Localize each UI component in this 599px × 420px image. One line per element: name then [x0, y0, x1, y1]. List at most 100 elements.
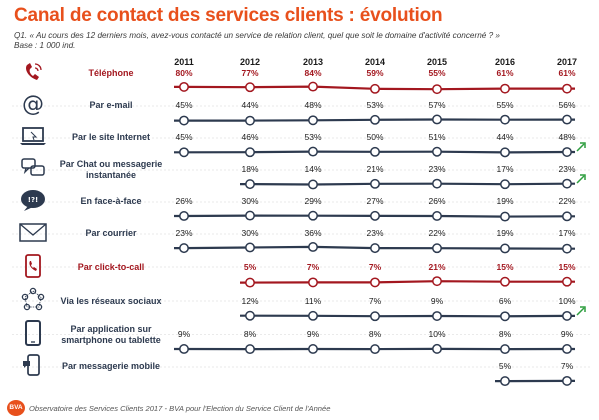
- svg-text:!?!: !?!: [28, 196, 38, 204]
- data-point: [179, 115, 189, 126]
- data-label: 6%: [499, 296, 512, 306]
- data-point: [562, 310, 572, 321]
- data-label: 9%: [307, 329, 320, 339]
- chat-bubbles-icon: [21, 158, 45, 176]
- data-point: [500, 243, 510, 254]
- data-label: 23%: [428, 164, 445, 174]
- laptop-icon: [20, 127, 46, 145]
- data-label: 53%: [366, 100, 383, 110]
- data-point: [179, 147, 189, 158]
- series-line: [240, 182, 575, 186]
- data-point: [500, 276, 510, 287]
- year-label: 2015: [427, 57, 447, 67]
- data-label: 7%: [369, 296, 382, 306]
- series-speech-bubble: !?! En face-à-face 26% 30% 29% 27% 26% 19% 22%: [21, 190, 576, 222]
- data-point: [308, 277, 318, 288]
- data-point: [370, 344, 380, 355]
- data-point: [179, 211, 189, 221]
- series-label: Par Chat ou messagerie instantanée: [60, 159, 163, 180]
- data-label: 53%: [304, 132, 321, 142]
- evolution-chart: 2011 2012 2013 2014 2015 2016 2017 Téléphone 80%…: [12, 57, 590, 387]
- data-label: 19%: [496, 196, 513, 206]
- series-at-sign: @ Par e-mail 45% 44% 48% 53% 57% 55% 56%: [22, 92, 576, 126]
- data-label: 11%: [305, 296, 322, 306]
- data-label: 56%: [558, 100, 575, 110]
- data-label: 9%: [561, 329, 574, 339]
- smartphone-icon: [25, 320, 41, 346]
- data-point: [432, 276, 442, 287]
- data-label: 61%: [496, 68, 513, 78]
- data-point: [432, 84, 442, 95]
- data-label: 50%: [366, 132, 383, 142]
- data-point: [308, 81, 318, 92]
- click-to-call-icon: [25, 254, 41, 278]
- data-label: 44%: [496, 132, 513, 142]
- series-label: Via les réseaux sociaux: [61, 296, 162, 306]
- survey-question: Q1. « Au cours des 12 derniers mois, ave…: [14, 31, 500, 40]
- data-label: 17%: [496, 164, 513, 174]
- data-label: 15%: [558, 262, 575, 272]
- trend-up-arrow-icon: [576, 174, 586, 184]
- envelope-icon: [19, 223, 47, 242]
- data-point: [562, 276, 572, 287]
- data-point: [432, 178, 442, 189]
- data-point: [308, 146, 318, 157]
- phone-icon: [26, 63, 42, 80]
- data-label: 17%: [558, 228, 575, 238]
- data-point: [370, 114, 380, 125]
- data-label: 46%: [241, 132, 258, 142]
- data-label: 51%: [428, 132, 445, 142]
- data-point: [562, 178, 572, 189]
- data-point: [370, 277, 380, 288]
- data-label: 8%: [499, 329, 512, 339]
- series-click-to-call: Par click-to-call 5% 7% 7% 21% 15% 15%: [25, 254, 576, 288]
- year-label: 2011: [174, 57, 194, 67]
- series-label: Par messagerie mobile: [62, 361, 160, 371]
- data-label: 15%: [496, 262, 513, 272]
- series-label: Par application sur smartphone ou tablett…: [61, 324, 161, 345]
- data-point: [370, 311, 380, 322]
- year-label: 2017: [557, 57, 577, 67]
- data-point: [245, 210, 255, 221]
- data-label: 26%: [175, 196, 192, 206]
- data-label: 10%: [428, 329, 445, 339]
- series-label: Par click-to-call: [78, 262, 145, 272]
- data-label: 23%: [558, 164, 575, 174]
- data-point: [308, 310, 318, 321]
- data-label: 5%: [244, 262, 257, 272]
- data-label: 8%: [369, 329, 382, 339]
- data-point: [432, 146, 442, 157]
- series-label: Par courrier: [85, 228, 137, 238]
- footer-source: Observatoire des Services Clients 2017 -…: [29, 404, 331, 413]
- data-label: 14%: [304, 164, 321, 174]
- data-label: 57%: [428, 100, 445, 110]
- data-point: [308, 210, 318, 221]
- year-label: 2013: [303, 57, 323, 67]
- data-point: [245, 115, 255, 126]
- data-label: 12%: [241, 296, 258, 306]
- data-point: [370, 83, 380, 94]
- data-point: [500, 344, 510, 355]
- year-label: 2014: [365, 57, 385, 67]
- mobile-message-icon: [23, 354, 40, 376]
- data-label: 45%: [175, 100, 192, 110]
- series-envelope: Par courrier 23% 30% 36% 23% 22% 19% 17%: [19, 223, 576, 254]
- svg-text:@: @: [22, 92, 44, 117]
- data-label: 26%: [428, 196, 445, 206]
- data-point: [432, 311, 442, 321]
- data-point: [500, 179, 510, 190]
- trend-up-arrow-icon: [576, 142, 586, 152]
- data-label: 18%: [241, 164, 258, 174]
- data-point: [500, 211, 510, 222]
- data-point: [562, 375, 572, 386]
- year-label: 2016: [495, 57, 515, 67]
- data-point: [432, 343, 442, 354]
- series-laptop: Par le site Internet 45% 46% 53% 50% 51% 44% 48…: [20, 127, 586, 158]
- data-point: [500, 83, 510, 94]
- data-label: 29%: [304, 196, 321, 206]
- data-label: 7%: [369, 262, 382, 272]
- data-label: 22%: [428, 228, 445, 238]
- series-label: Par le site Internet: [72, 132, 150, 142]
- series-line: [240, 314, 575, 318]
- data-point: [308, 241, 318, 252]
